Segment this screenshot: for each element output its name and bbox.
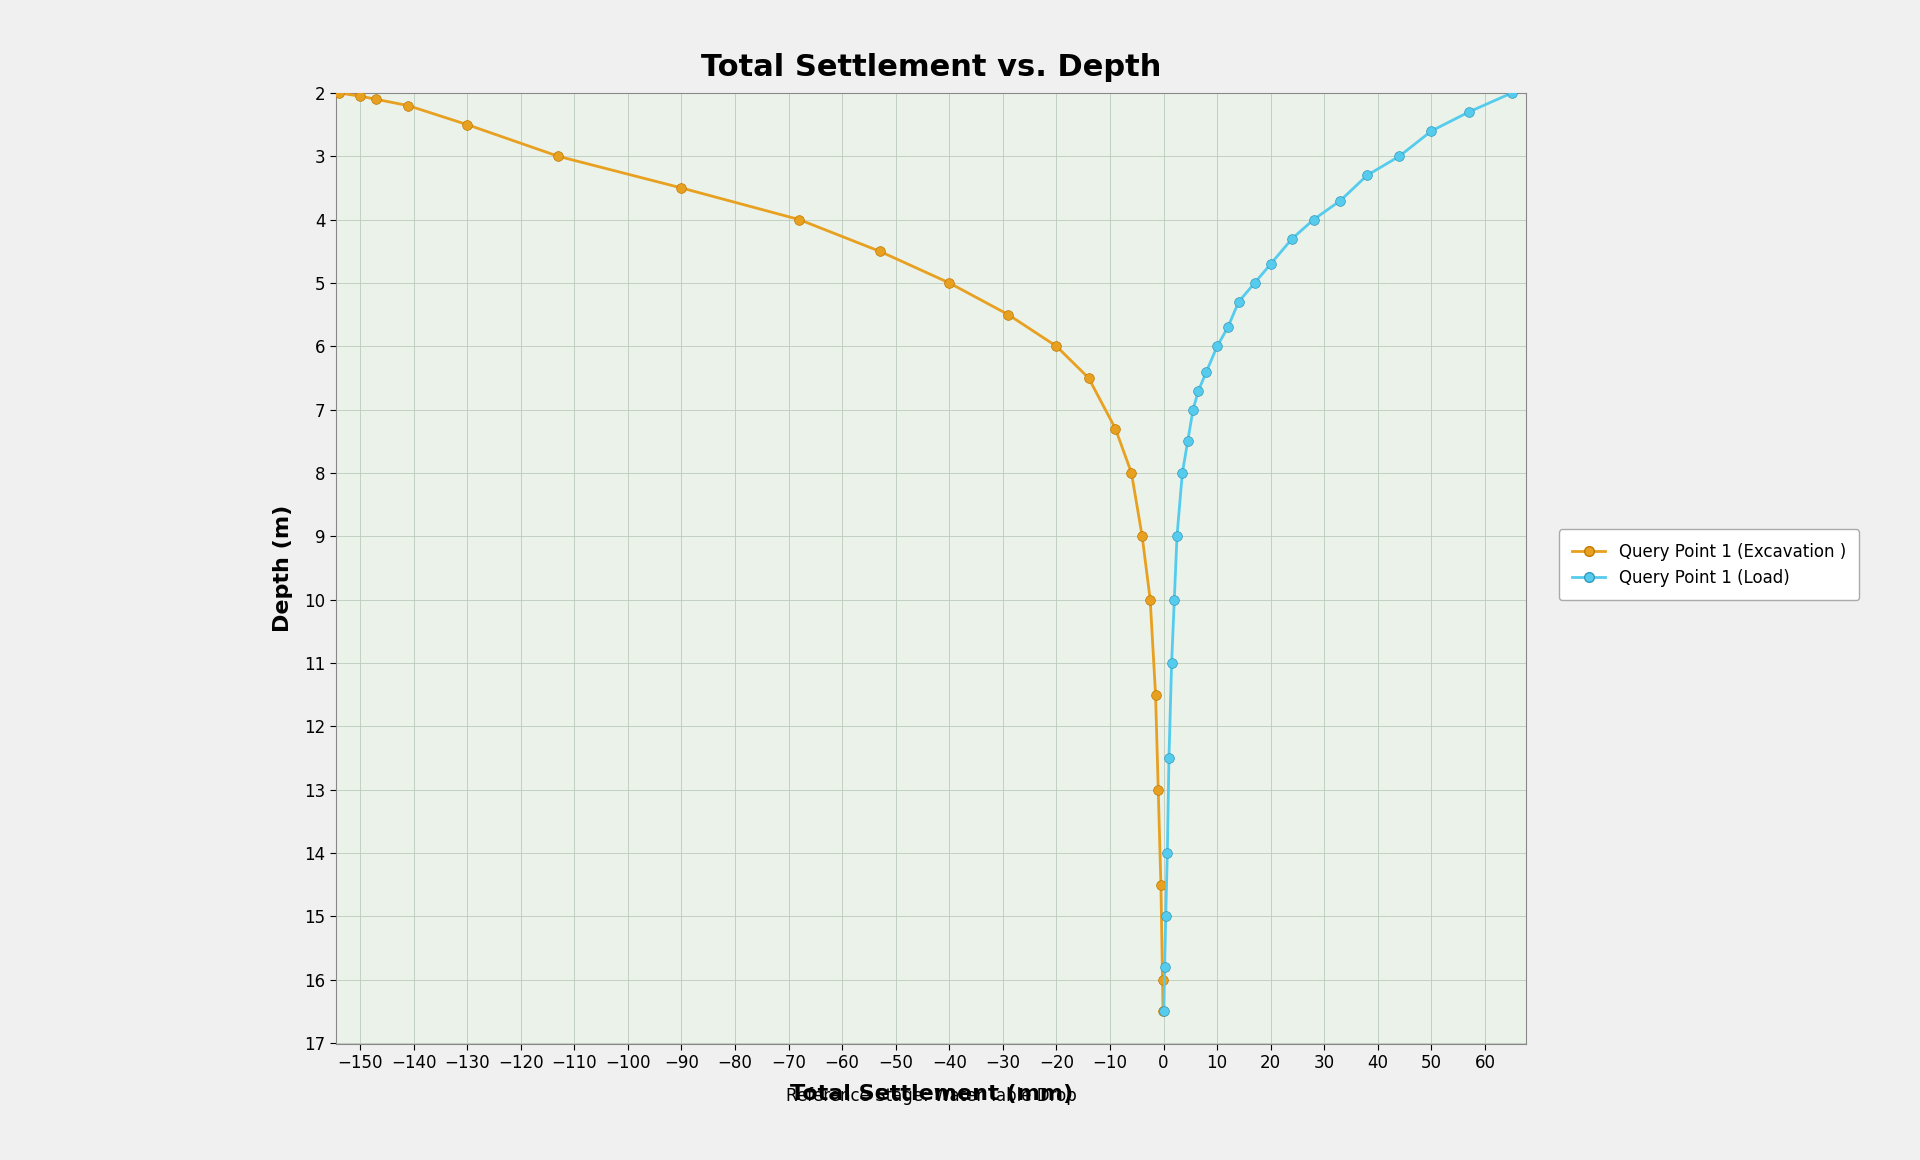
Query Point 1 (Load): [1171, 466, 1194, 480]
Query Point 1 (Excavation ): [868, 245, 891, 259]
Query Point 1 (Excavation ): [455, 117, 478, 131]
Query Point 1 (Excavation ): [1150, 878, 1173, 892]
Query Point 1 (Load): [1388, 150, 1411, 164]
Legend: Query Point 1 (Excavation ), Query Point 1 (Load): Query Point 1 (Excavation ), Query Point…: [1559, 529, 1859, 600]
Query Point 1 (Load): [1156, 846, 1179, 860]
Query Point 1 (Excavation ): [937, 276, 960, 290]
Query Point 1 (Excavation ): [1077, 371, 1100, 385]
Query Point 1 (Load): [1421, 124, 1444, 138]
Query Point 1 (Load): [1152, 1005, 1175, 1018]
Query Point 1 (Load): [1356, 168, 1379, 182]
Query Point 1 (Excavation ): [397, 99, 420, 113]
Query Point 1 (Excavation ): [1044, 339, 1068, 353]
Line: Query Point 1 (Load): Query Point 1 (Load): [1160, 88, 1517, 1016]
Query Point 1 (Load): [1164, 593, 1187, 607]
Query Point 1 (Load): [1181, 403, 1204, 416]
Query Point 1 (Load): [1242, 276, 1265, 290]
Query Point 1 (Excavation ): [326, 86, 349, 100]
Query Point 1 (Load): [1194, 364, 1217, 378]
Query Point 1 (Load): [1154, 909, 1177, 923]
Query Point 1 (Excavation ): [1104, 421, 1127, 435]
Text: Reference Stage: Water Table Drop: Reference Stage: Water Table Drop: [785, 1087, 1077, 1105]
Y-axis label: Depth (m): Depth (m): [273, 505, 294, 632]
Query Point 1 (Load): [1329, 194, 1352, 208]
Query Point 1 (Load): [1154, 960, 1177, 974]
Query Point 1 (Load): [1217, 320, 1240, 334]
Query Point 1 (Load): [1206, 339, 1229, 353]
Query Point 1 (Load): [1260, 258, 1283, 271]
Query Point 1 (Load): [1165, 529, 1188, 543]
Query Point 1 (Load): [1500, 86, 1523, 100]
Query Point 1 (Load): [1160, 655, 1183, 669]
Title: Total Settlement vs. Depth: Total Settlement vs. Depth: [701, 53, 1162, 82]
Query Point 1 (Load): [1177, 434, 1200, 448]
Query Point 1 (Excavation ): [1119, 466, 1142, 480]
X-axis label: Total Settlement (mm): Total Settlement (mm): [789, 1083, 1073, 1103]
Query Point 1 (Load): [1281, 232, 1304, 246]
Query Point 1 (Excavation ): [547, 150, 570, 164]
Query Point 1 (Load): [1457, 104, 1480, 118]
Query Point 1 (Excavation ): [348, 89, 371, 103]
Query Point 1 (Excavation ): [1139, 593, 1162, 607]
Query Point 1 (Excavation ): [996, 307, 1020, 321]
Query Point 1 (Excavation ): [1150, 972, 1173, 986]
Query Point 1 (Excavation ): [1146, 783, 1169, 797]
Query Point 1 (Excavation ): [365, 93, 388, 107]
Query Point 1 (Excavation ): [787, 212, 810, 226]
Query Point 1 (Load): [1158, 751, 1181, 764]
Query Point 1 (Excavation ): [1152, 1005, 1175, 1018]
Line: Query Point 1 (Excavation ): Query Point 1 (Excavation ): [334, 88, 1167, 1016]
Query Point 1 (Excavation ): [670, 181, 693, 195]
Query Point 1 (Load): [1187, 384, 1210, 398]
Query Point 1 (Load): [1302, 212, 1325, 226]
Query Point 1 (Excavation ): [1144, 688, 1167, 702]
Query Point 1 (Load): [1227, 295, 1250, 309]
Query Point 1 (Excavation ): [1131, 529, 1154, 543]
